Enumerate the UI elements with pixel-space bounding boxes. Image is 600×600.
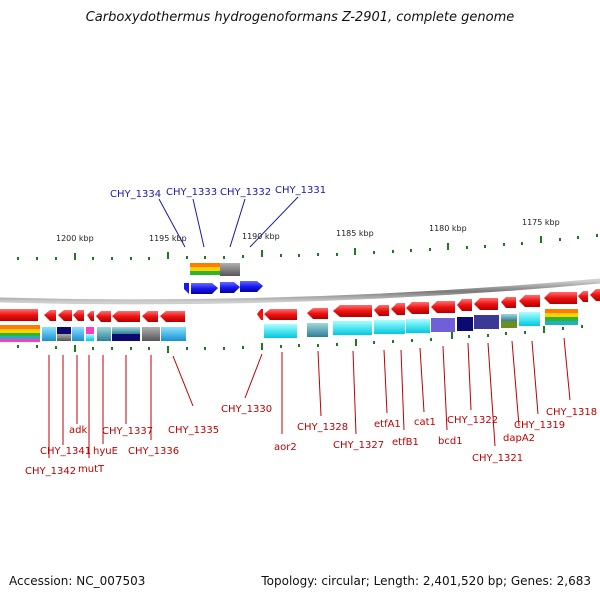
- gene-arrow-reverse[interactable]: [87, 311, 94, 321]
- cog-bar: [190, 267, 220, 271]
- gene-label[interactable]: CHY_1319: [514, 420, 565, 431]
- forward-genes: [184, 263, 263, 294]
- ruler-label: 1175 kbp: [522, 218, 560, 227]
- gene-label[interactable]: CHY_1322: [447, 415, 498, 426]
- reverse-genes: [0, 289, 600, 322]
- gene-arrow-reverse[interactable]: [578, 291, 588, 302]
- gene-label[interactable]: CHY_1332: [220, 187, 271, 198]
- ruler-label: 1195 kbp: [149, 234, 187, 243]
- gene-label[interactable]: CHY_1328: [297, 422, 348, 433]
- gene-arrow-reverse[interactable]: [501, 297, 516, 308]
- gene-label[interactable]: CHY_1337: [102, 426, 153, 437]
- ruler-ticks-lower: [17, 325, 583, 353]
- gene-arrow-reverse[interactable]: [544, 292, 577, 304]
- gene-labels-top: CHY_1334 CHY_1333 CHY_1332 CHY_1331: [110, 185, 326, 200]
- cog-bar: [190, 271, 220, 275]
- gene-arrow-reverse[interactable]: [333, 305, 372, 317]
- genome-backbone: [0, 278, 600, 305]
- gene-arrow-reverse[interactable]: [457, 299, 472, 311]
- gene-arrow-reverse[interactable]: [264, 309, 297, 320]
- gene-label[interactable]: CHY_1321: [472, 453, 523, 464]
- gene-arrow-forward[interactable]: [184, 283, 189, 294]
- gene-arrow-forward[interactable]: [220, 282, 240, 293]
- ruler-label: 1180 kbp: [429, 224, 467, 233]
- ruler-label: 1190 kbp: [242, 232, 280, 241]
- cog-bar: [190, 263, 220, 267]
- gene-label[interactable]: cat1: [414, 417, 436, 428]
- gene-arrow-forward[interactable]: [240, 281, 263, 292]
- gene-arrow-reverse[interactable]: [112, 311, 140, 322]
- cog-bar: [220, 263, 240, 276]
- ruler-labels: 1200 kbp 1195 kbp 1190 kbp 1185 kbp 1180…: [56, 218, 560, 243]
- gene-arrow-reverse[interactable]: [519, 295, 540, 307]
- gene-arrow-reverse[interactable]: [307, 308, 328, 319]
- gene-label[interactable]: CHY_1336: [128, 446, 179, 457]
- gene-label[interactable]: aor2: [274, 442, 297, 453]
- gene-arrow-reverse[interactable]: [96, 311, 111, 322]
- gene-label[interactable]: etfB1: [392, 437, 419, 448]
- gene-label[interactable]: CHY_1330: [221, 404, 272, 415]
- genome-title: Carboxydothermus hydrogenoformans Z-2901…: [85, 10, 515, 25]
- gene-label[interactable]: dapA2: [503, 433, 535, 444]
- gene-label[interactable]: etfA1: [374, 419, 401, 430]
- callouts-top: [158, 196, 299, 248]
- gene-label[interactable]: CHY_1342: [25, 466, 76, 477]
- gene-label[interactable]: CHY_1333: [166, 187, 217, 198]
- gene-arrow-reverse[interactable]: [44, 310, 56, 321]
- gene-arrow-reverse[interactable]: [257, 309, 263, 320]
- gene-label[interactable]: CHY_1334: [110, 189, 161, 200]
- gene-label[interactable]: CHY_1327: [333, 440, 384, 451]
- topology-label: Topology: circular; Length: 2,401,520 bp…: [261, 574, 591, 588]
- gene-label[interactable]: CHY_1318: [546, 407, 597, 418]
- gene-label[interactable]: CHY_1341: [40, 446, 91, 457]
- gene-label[interactable]: bcd1: [438, 436, 463, 447]
- gene-arrow-reverse[interactable]: [0, 309, 38, 321]
- gene-label[interactable]: adk: [69, 425, 87, 436]
- gene-arrow-reverse[interactable]: [406, 302, 429, 314]
- cog-bars-reverse: [0, 309, 578, 342]
- gene-arrow-reverse[interactable]: [474, 298, 498, 310]
- ruler-label: 1185 kbp: [336, 229, 374, 238]
- accession-label: Accession: NC_007503: [9, 574, 146, 588]
- gene-label[interactable]: mutT: [78, 464, 105, 475]
- gene-label[interactable]: hyuE: [93, 446, 118, 457]
- callouts-bottom: [48, 337, 571, 458]
- gene-arrow-reverse[interactable]: [73, 310, 84, 321]
- gene-arrow-reverse[interactable]: [590, 289, 600, 301]
- gene-arrow-reverse[interactable]: [58, 310, 72, 321]
- gene-arrow-reverse[interactable]: [374, 305, 389, 316]
- gene-labels-bottom: CHY_1342 CHY_1341 adk mutT hyuE CHY_1337…: [25, 404, 597, 477]
- gene-label[interactable]: CHY_1335: [168, 425, 219, 436]
- gene-arrow-reverse[interactable]: [160, 311, 185, 322]
- gene-label[interactable]: CHY_1331: [275, 185, 326, 196]
- gene-arrow-forward[interactable]: [191, 283, 218, 294]
- gene-arrow-reverse[interactable]: [431, 301, 455, 313]
- gene-arrow-reverse[interactable]: [142, 311, 158, 322]
- ruler-label: 1200 kbp: [56, 234, 94, 243]
- gene-arrow-reverse[interactable]: [391, 303, 405, 315]
- ruler-ticks-upper: [17, 234, 598, 260]
